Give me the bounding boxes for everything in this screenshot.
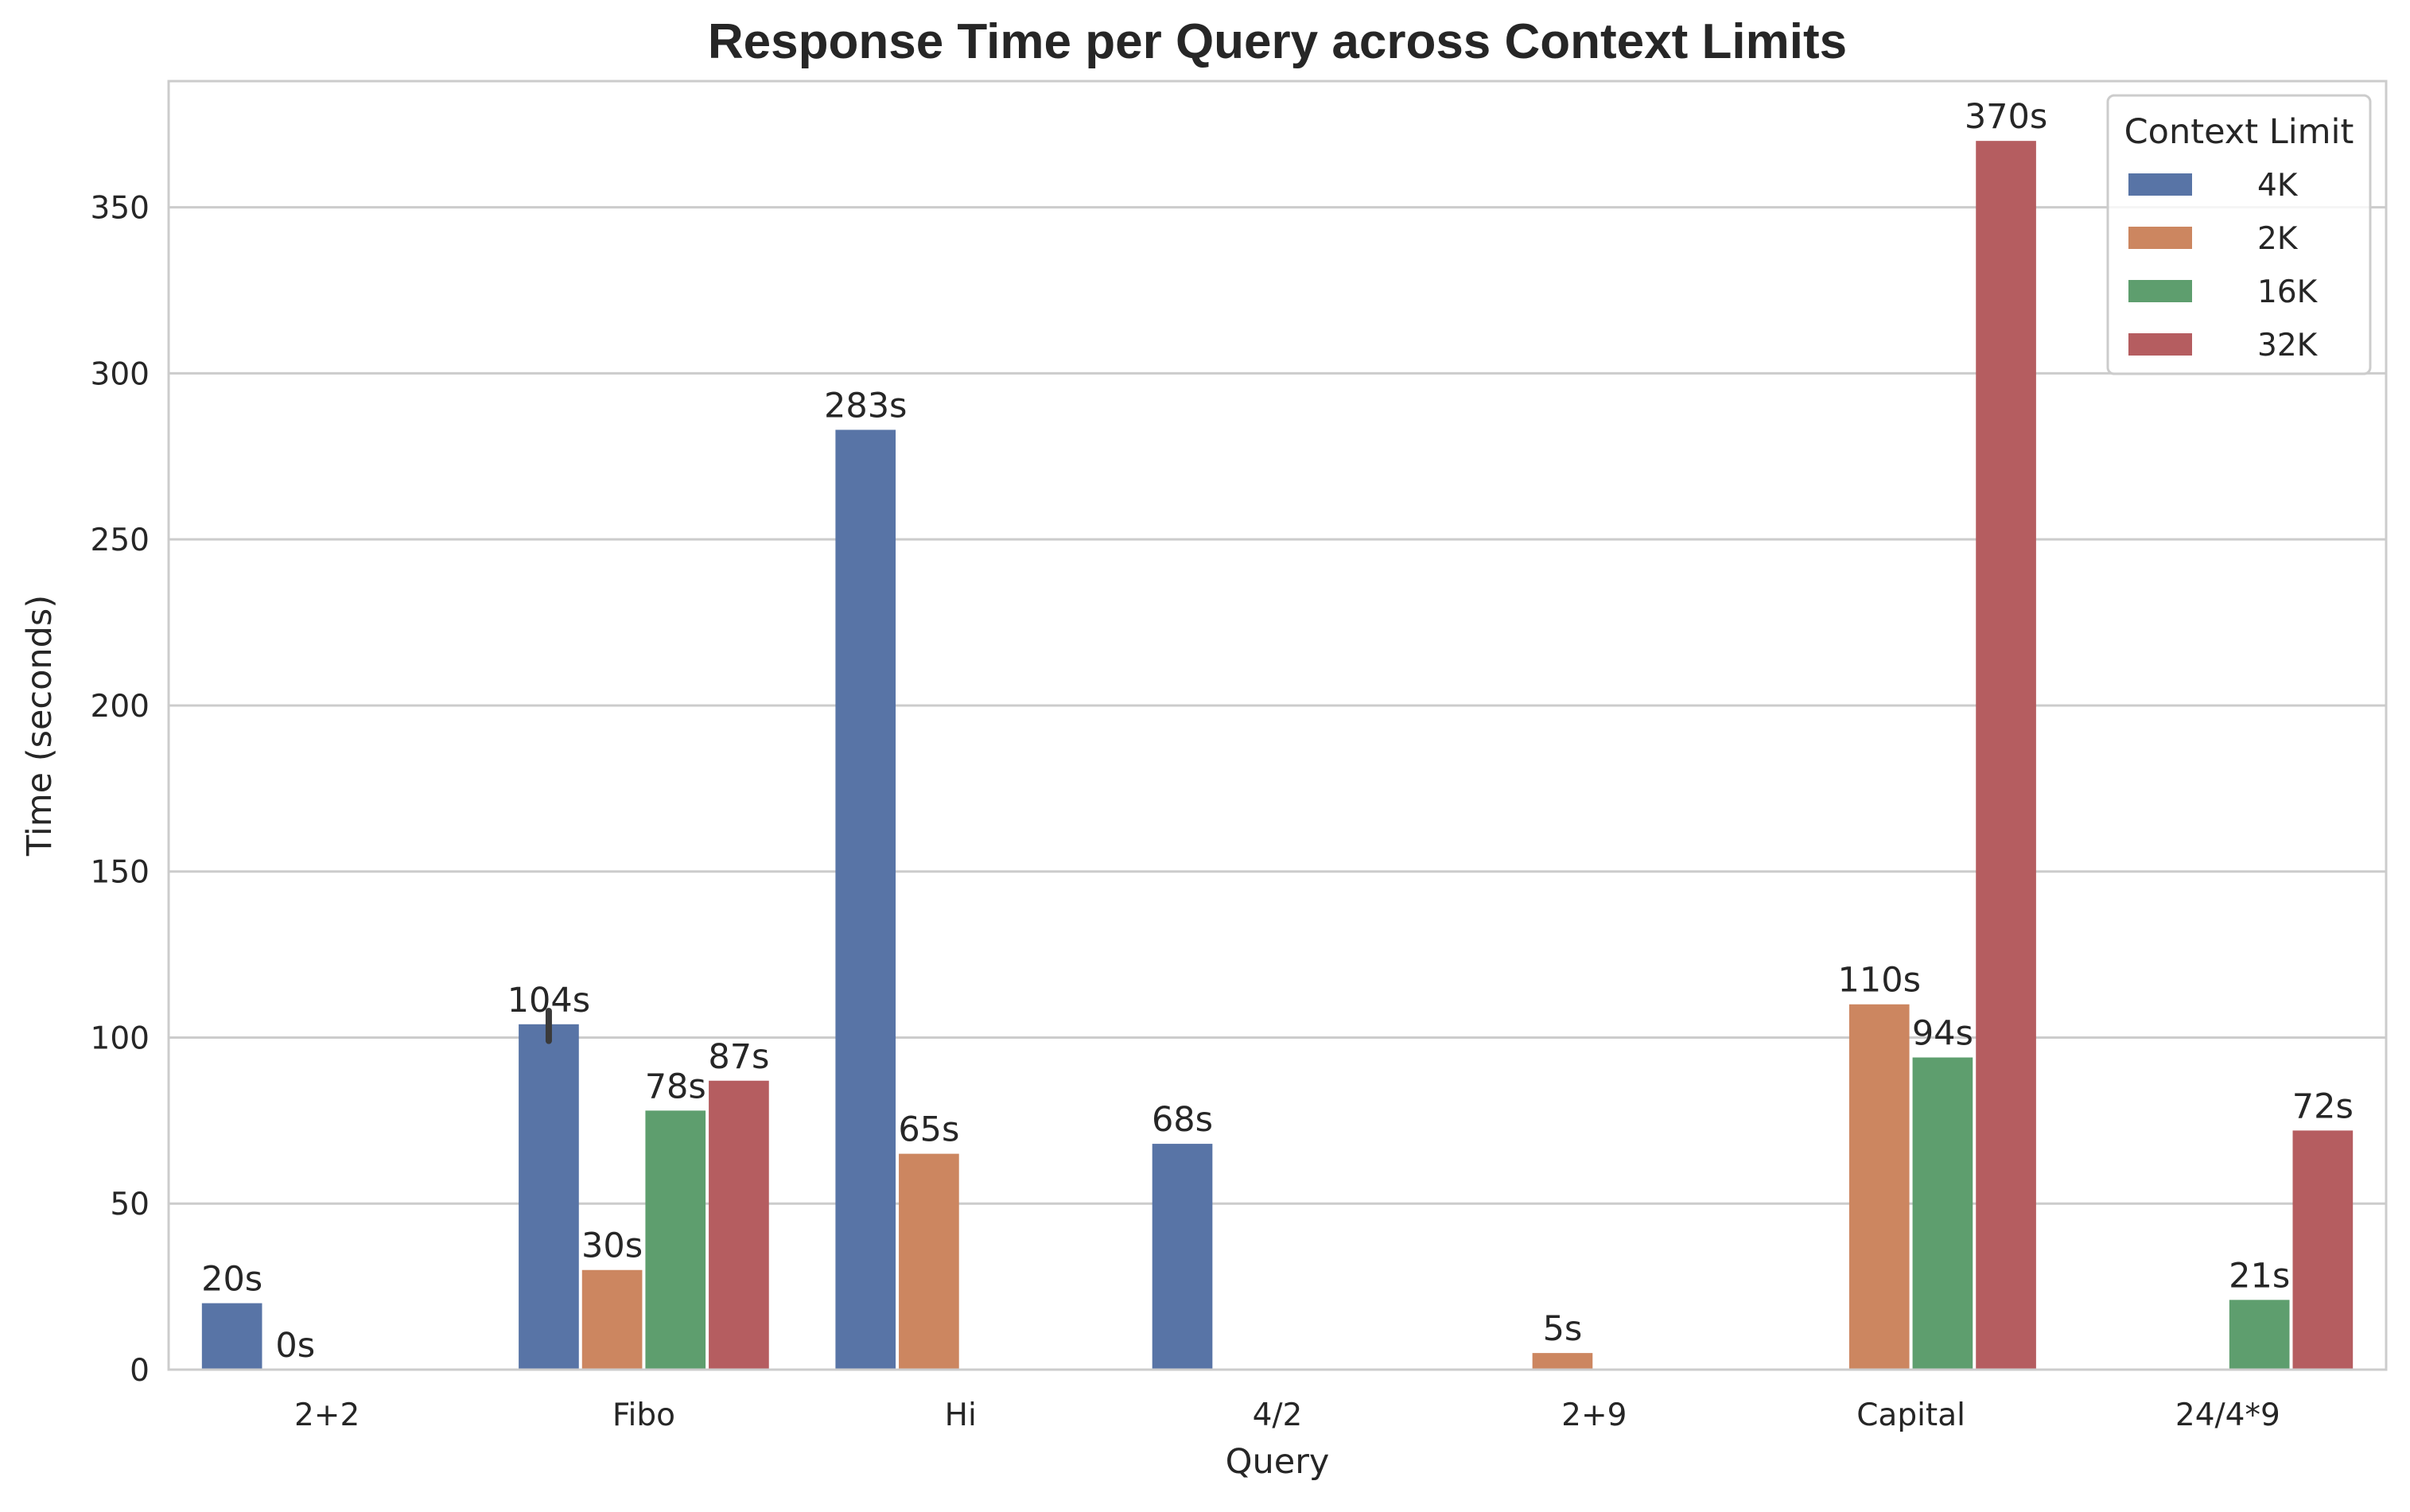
value-label-32k-fibo: 87s (708, 1037, 769, 1077)
x-tick-label-4-2: 4/2 (1253, 1397, 1303, 1433)
value-label-4k-4-2: 68s (1152, 1100, 1213, 1140)
y-tick-label-250: 250 (91, 523, 150, 558)
bar-32k-fibo (709, 1080, 769, 1370)
bar-16k-fibo (645, 1110, 706, 1370)
legend-label-16k: 16K (2257, 274, 2319, 310)
bar-4k-2-2 (201, 1303, 262, 1370)
bar-16k-capital (1912, 1057, 1973, 1370)
y-tick-label-350: 350 (91, 191, 150, 227)
value-label-2k-capital: 110s (1838, 961, 1921, 1001)
bars (201, 141, 2354, 1370)
bar-16k-24-4-9 (2229, 1300, 2290, 1370)
value-label-16k-fibo: 78s (645, 1067, 706, 1106)
legend-swatch-4k (2128, 173, 2192, 196)
x-tick-label-fibo: Fibo (612, 1397, 675, 1433)
value-label-16k-24-4-9: 21s (2229, 1256, 2290, 1296)
y-tick-label-200: 200 (91, 689, 150, 725)
value-label-2k-2-9: 5s (1543, 1309, 1583, 1349)
value-label-2k-hi: 65s (898, 1110, 959, 1150)
x-axis-label: Query (1226, 1442, 1330, 1482)
y-tick-label-150: 150 (91, 855, 150, 891)
value-label-4k-hi: 283s (824, 386, 907, 426)
legend-swatch-16k (2128, 280, 2192, 302)
plot-frame (167, 80, 2388, 1371)
legend-title: Context Limit (2124, 112, 2354, 152)
legend-box (2106, 94, 2372, 375)
value-labels: 20s 104s 283s 68s 0s 30s 65s 5s 110s 78s 94s 21s 87s… (201, 97, 2354, 1366)
chart-title: Response Time per Query across Context L… (708, 14, 1847, 69)
y-tick-label-50: 50 (110, 1187, 150, 1222)
value-label-2k-2-2: 0s (275, 1326, 315, 1366)
x-tick-label-2-2: 2+2 (294, 1397, 360, 1433)
y-tick-labels: 0 50 100 150 200 250 300 350 (91, 191, 150, 1389)
legend: Context Limit 4K 2K 16K 32K (2106, 94, 2372, 375)
x-tick-label-hi: Hi (945, 1397, 977, 1433)
legend-swatch-2k (2128, 227, 2192, 249)
x-tick-label-2-9: 2+9 (1561, 1397, 1627, 1433)
y-axis-label: Time (seconds) (20, 595, 60, 857)
y-tick-label-300: 300 (91, 356, 150, 392)
value-label-32k-24-4-9: 72s (2292, 1086, 2354, 1126)
bar-2k-capital (1848, 1004, 1910, 1370)
bar-2k-fibo (581, 1269, 643, 1370)
bar-4k-hi (835, 430, 896, 1370)
value-label-2k-fibo: 30s (581, 1226, 643, 1266)
legend-label-4k: 4K (2257, 168, 2299, 204)
legend-label-2k: 2K (2257, 221, 2299, 257)
legend-swatch-32k (2128, 333, 2192, 356)
bar-4k-fibo (519, 1024, 579, 1370)
value-label-16k-capital: 94s (1912, 1014, 1973, 1054)
legend-items: 4K 2K 16K 32K (2128, 168, 2319, 363)
x-tick-labels: 2+2 Fibo Hi 4/2 2+9 Capital 24/4*9 (294, 1397, 2280, 1433)
value-label-4k-2-2: 20s (201, 1259, 262, 1299)
value-label-4k-fibo: 104s (507, 981, 590, 1020)
x-tick-label-capital: Capital (1856, 1397, 1965, 1433)
y-tick-label-0: 0 (130, 1353, 150, 1389)
bar-4k-4-2 (1152, 1144, 1213, 1370)
bar-32k-capital (1976, 141, 2036, 1370)
legend-label-32k: 32K (2257, 328, 2319, 363)
bar-32k-24-4-9 (2292, 1130, 2354, 1370)
y-tick-label-100: 100 (91, 1020, 150, 1056)
value-label-32k-capital: 370s (1965, 97, 2047, 137)
bar-2k-2-9 (1532, 1353, 1593, 1370)
bar-2k-hi (899, 1153, 959, 1370)
x-tick-label-24-4-9: 24/4*9 (2175, 1397, 2280, 1433)
